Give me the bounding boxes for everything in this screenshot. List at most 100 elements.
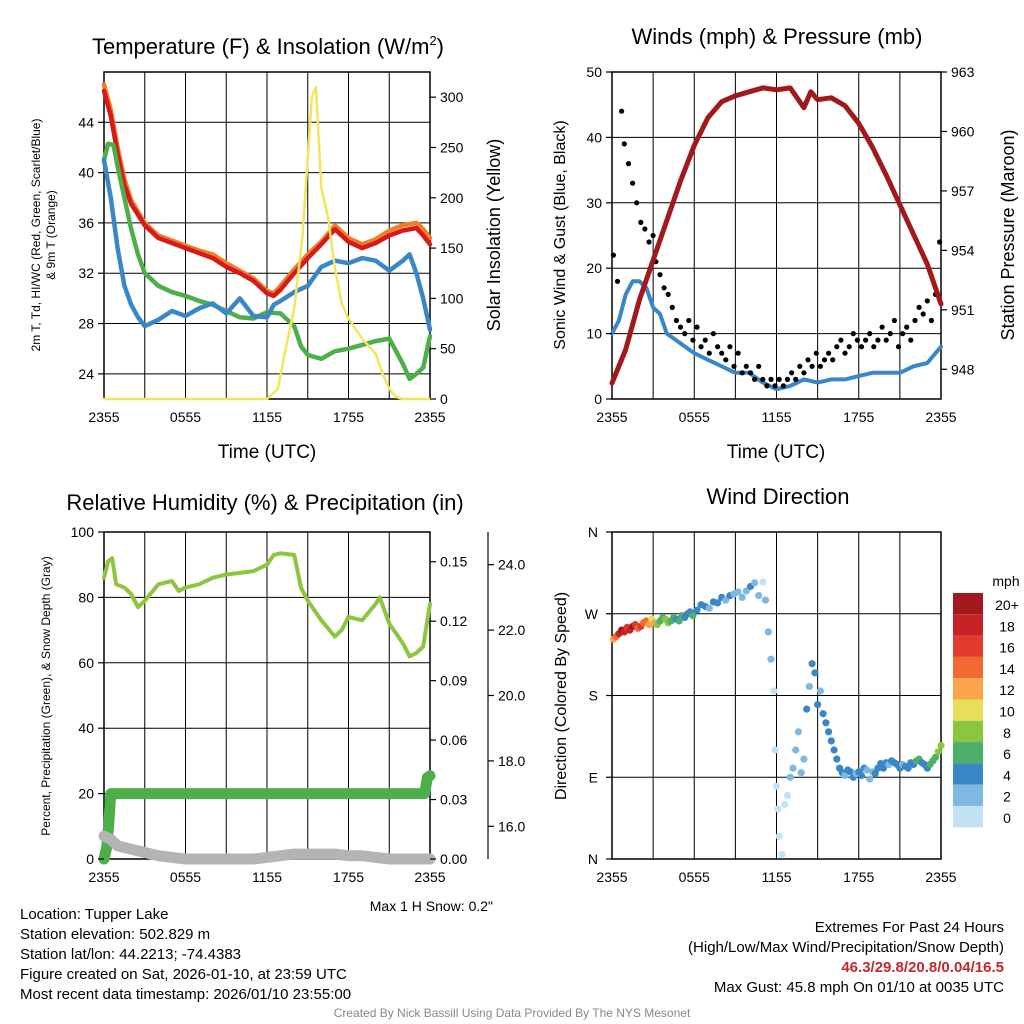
wind-direction-gridlines [611,531,942,860]
gust-point [871,344,877,350]
y2-tick-label: 22.0 [498,622,525,638]
gust-point [858,344,865,350]
gust-point [760,376,766,382]
gust-point [630,180,636,186]
temperature-panel: Temperature (F) & Insolation (W/m2) 2355… [29,33,504,463]
wind-direction-point [675,617,683,625]
gust-point [813,350,819,356]
gust-point [614,278,621,284]
wind-direction-title: Wind Direction [706,484,849,509]
temperature-ylabel-line1: 2m T, Td, HI/WC (Red, Green, Scarlet/Blu… [29,119,43,352]
wind-direction-point [931,753,940,761]
gust-point [801,370,807,376]
winds-title: Winds (mph) & Pressure (mb) [632,24,923,49]
extremes-values: 46.3/29.8/20.8/0.04/16.5 [841,959,1004,976]
station-info: Location: Tupper Lake Station elevation:… [20,905,351,1005]
relative-humidity-line [102,551,432,659]
gust-point [698,344,704,350]
y-tick-label: 40 [78,720,94,736]
y2-tick-label: 20.0 [498,688,525,704]
x-tick-label: 0555 [170,409,201,425]
station-pressure-line [609,85,944,386]
wind-direction-point [830,746,838,754]
winds-ylabel: Sonic Wind & Gust (Blue, Black) [552,120,569,349]
gust-point [723,357,729,363]
gust-point [747,370,754,376]
gust-point [805,357,811,363]
extremes-block: Extremes For Past 24 Hours (High/Low/Max… [688,918,1004,998]
solar-insolation-line [102,85,432,401]
gust-point [937,239,943,245]
legend-label: 12 [999,682,1015,698]
credit-text: Created By Nick Bassill Using Data Provi… [333,1006,691,1020]
winds-axes: 2355 0555 1155 1755 2355 0 10 20 30 40 50 948 951 954… [586,64,974,425]
legend-swatch [953,806,983,828]
wind-direction-point [693,606,701,614]
gust-point [710,331,717,337]
humidity-title: Relative Humidity (%) & Precipitation (i… [66,490,463,515]
wind-direction-point [781,800,789,809]
x-tick-label: 2355 [596,409,627,425]
x-tick-label: 0555 [679,869,710,885]
wind-direction-point [819,710,827,718]
wind-direction-point [841,771,849,780]
legend-swatch [953,763,983,785]
gust-point [826,350,832,356]
y-tick-label: 10 [586,326,602,342]
gust-point [887,331,893,337]
wind-direction-point [705,604,713,612]
x-tick-label: 2355 [925,409,956,425]
gust-point [739,370,745,376]
gust-point [768,376,774,382]
y-tick-label: 32 [78,265,94,281]
gust-point [863,337,869,343]
humidity-gridlines [103,531,431,860]
y2-tick-label: 957 [951,183,975,199]
wind-direction-point [803,705,811,713]
legend-label: 8 [1003,725,1011,741]
wind-direction-point [734,588,742,596]
elevation-text: Station elevation: 502.829 m [20,926,211,943]
gust-point [642,226,648,232]
y2-tick-label: 954 [951,242,975,258]
wind-direction-point [800,755,808,763]
wind-direction-point [879,764,888,772]
gust-point [842,350,848,356]
wind-direction-point [904,764,912,772]
wind-direction-point [767,655,775,663]
legend-label: 4 [1003,767,1011,783]
x-tick-label: 2355 [88,409,119,425]
gust-point [621,141,627,147]
wind-direction-point [761,596,770,604]
x-tick-label: 1155 [761,869,791,885]
wind-direction-point [770,687,778,695]
gust-point [682,331,688,337]
gust-point [752,376,758,382]
gust-point [772,383,778,389]
y2-tick-label: 200 [440,190,464,206]
y2-tick-label: 0.15 [440,554,467,570]
y-tick-label: 30 [586,195,602,211]
y-tick-label: 0 [594,391,602,407]
wind-direction-point [857,771,866,780]
gust-point [830,357,836,363]
gust-point [776,376,782,382]
gust-point [793,376,799,382]
wind-direction-point [786,773,794,781]
temperature-ylabel-line2: & 9m T (Orange) [44,190,58,280]
gust-point [850,331,856,337]
y2-tick-label: 0 [440,391,448,407]
wind-direction-point [934,748,942,756]
gust-point [657,272,663,278]
gust-point [928,317,935,324]
wind-direction-point [774,805,782,813]
gust-point [694,324,700,330]
gust-point [743,363,749,369]
legend-label: 2 [1003,789,1011,805]
winds-panel: Winds (mph) & Pressure (mb) 2355 0555 1155… [552,24,1018,463]
temperature-series [101,82,433,401]
x-tick-label: 1755 [333,409,364,425]
wind-direction-point [772,782,781,790]
x-tick-label: 2355 [88,869,119,885]
gust-point [727,344,733,350]
